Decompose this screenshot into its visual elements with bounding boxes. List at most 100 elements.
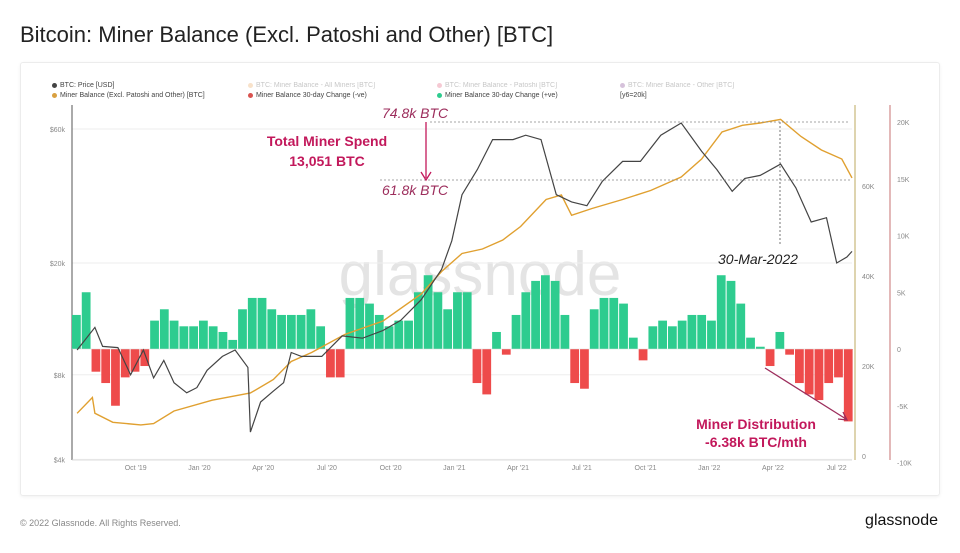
y-right-tick-label: 0 xyxy=(897,347,901,354)
bar-negative xyxy=(140,349,150,367)
bar-positive xyxy=(609,297,619,349)
date-label: 30-Mar-2022 xyxy=(718,251,798,267)
legend-label: Miner Balance (Excl. Patoshi and Other) … xyxy=(60,92,205,99)
x-tick-label: Jul '20 xyxy=(317,465,337,472)
legend-dot-icon xyxy=(248,82,253,88)
legend-dot-icon xyxy=(437,82,442,88)
x-tick-label: Oct '20 xyxy=(380,465,402,472)
legend-item[interactable]: BTC: Miner Balance - All Miners [BTC] xyxy=(248,82,375,89)
bar-positive xyxy=(707,320,716,349)
bar-positive xyxy=(355,297,365,349)
bar-positive xyxy=(619,303,628,349)
bar-positive xyxy=(677,320,687,349)
bar-positive xyxy=(81,292,91,349)
legend-item[interactable]: BTC: Miner Balance - Other [BTC] xyxy=(620,82,734,89)
x-tick-label: Jan '21 xyxy=(443,465,465,472)
x-tick-label: Apr '20 xyxy=(252,465,274,472)
x-tick-label: Jul '21 xyxy=(572,465,592,472)
bar-positive xyxy=(286,314,296,349)
bar-positive xyxy=(658,320,667,349)
bar-positive xyxy=(159,309,169,349)
bar-negative xyxy=(834,349,843,378)
x-tick-label: Apr '21 xyxy=(507,465,529,472)
bar-positive xyxy=(462,292,472,349)
peak-label: 74.8k BTC xyxy=(382,105,449,121)
bar-positive xyxy=(316,326,326,349)
bar-negative xyxy=(472,349,482,384)
bar-positive xyxy=(257,297,267,349)
legend-item[interactable]: Miner Balance (Excl. Patoshi and Other) … xyxy=(52,92,205,99)
bar-negative xyxy=(795,349,804,384)
distribution-arrow-icon xyxy=(764,367,847,420)
y-mid-tick-label: 40K xyxy=(862,274,875,281)
copyright: © 2022 Glassnode. All Rights Reserved. xyxy=(20,518,181,528)
bar-positive xyxy=(755,346,765,349)
bar-positive xyxy=(599,297,609,349)
bar-negative xyxy=(765,349,775,367)
miner-balance-line xyxy=(76,118,853,426)
bar-negative xyxy=(570,349,580,384)
bar-positive xyxy=(423,275,433,349)
legend-dot-icon xyxy=(52,82,57,88)
bar-positive xyxy=(687,314,697,349)
legend-label: BTC: Miner Balance - Patoshi [BTC] xyxy=(445,82,558,89)
bar-positive xyxy=(697,314,707,349)
bar-positive xyxy=(296,314,306,349)
legend-label: Miner Balance 30-day Change (-ve) xyxy=(256,92,367,99)
legend-label: BTC: Price [USD] xyxy=(60,82,115,89)
y-right-tick-label: 15K xyxy=(897,177,910,184)
price-line xyxy=(76,122,853,433)
bar-negative xyxy=(130,349,140,372)
bar-negative xyxy=(638,349,648,361)
x-tick-label: Jul '22 xyxy=(827,465,847,472)
legend-item[interactable]: Miner Balance 30-day Change (-ve) xyxy=(248,92,367,99)
spend-label: Total Miner Spend xyxy=(267,133,387,149)
legend-label: Miner Balance 30-day Change (+ve) xyxy=(445,92,558,99)
bar-positive xyxy=(384,326,394,349)
bar-negative xyxy=(101,349,111,384)
bar-negative xyxy=(111,349,120,406)
bar-positive xyxy=(628,337,638,349)
bar-positive xyxy=(531,280,540,349)
y-right-tick-label: 5K xyxy=(897,290,906,297)
y-right-tick-label: -5K xyxy=(897,404,908,411)
y-mid-tick-label: 20K xyxy=(862,364,875,371)
y-left-tick-label: $60k xyxy=(50,127,66,134)
bar-positive xyxy=(667,326,677,349)
legend-item[interactable]: [y6=20k] xyxy=(620,92,647,99)
bar-positive xyxy=(199,320,208,349)
bar-positive xyxy=(277,314,286,349)
watermark: glassnode xyxy=(339,240,622,309)
bar-negative xyxy=(482,349,492,395)
bar-positive xyxy=(345,297,355,349)
legend-item[interactable]: Miner Balance 30-day Change (+ve) xyxy=(437,92,558,99)
y-mid-tick-label: 60K xyxy=(862,184,875,191)
bar-positive xyxy=(775,331,785,349)
bar-positive xyxy=(179,326,189,349)
bar-positive xyxy=(189,326,199,349)
x-tick-label: Jan '20 xyxy=(188,465,210,472)
bar-positive xyxy=(726,280,736,349)
bar-positive xyxy=(169,320,179,349)
bar-positive xyxy=(453,292,462,349)
spend-value: 13,051 BTC xyxy=(289,153,364,169)
legend-item[interactable]: BTC: Price [USD] xyxy=(52,82,114,89)
bar-positive xyxy=(746,337,755,349)
bar-positive xyxy=(540,275,550,349)
bar-negative xyxy=(91,349,101,372)
bar-positive xyxy=(492,331,501,349)
legend-dot-icon xyxy=(248,92,253,98)
bar-negative xyxy=(785,349,795,355)
bar-positive xyxy=(589,309,599,349)
bar-positive xyxy=(560,314,570,349)
bar-positive xyxy=(648,326,658,349)
bar-positive xyxy=(404,320,413,349)
legend-dot-icon xyxy=(437,92,442,98)
legend-label: BTC: Miner Balance - Other [BTC] xyxy=(628,82,735,89)
bar-positive xyxy=(433,292,443,349)
bar-positive xyxy=(413,292,423,349)
legend-dot-icon xyxy=(52,92,57,98)
legend-item[interactable]: BTC: Miner Balance - Patoshi [BTC] xyxy=(437,82,557,89)
bar-positive xyxy=(218,331,228,349)
